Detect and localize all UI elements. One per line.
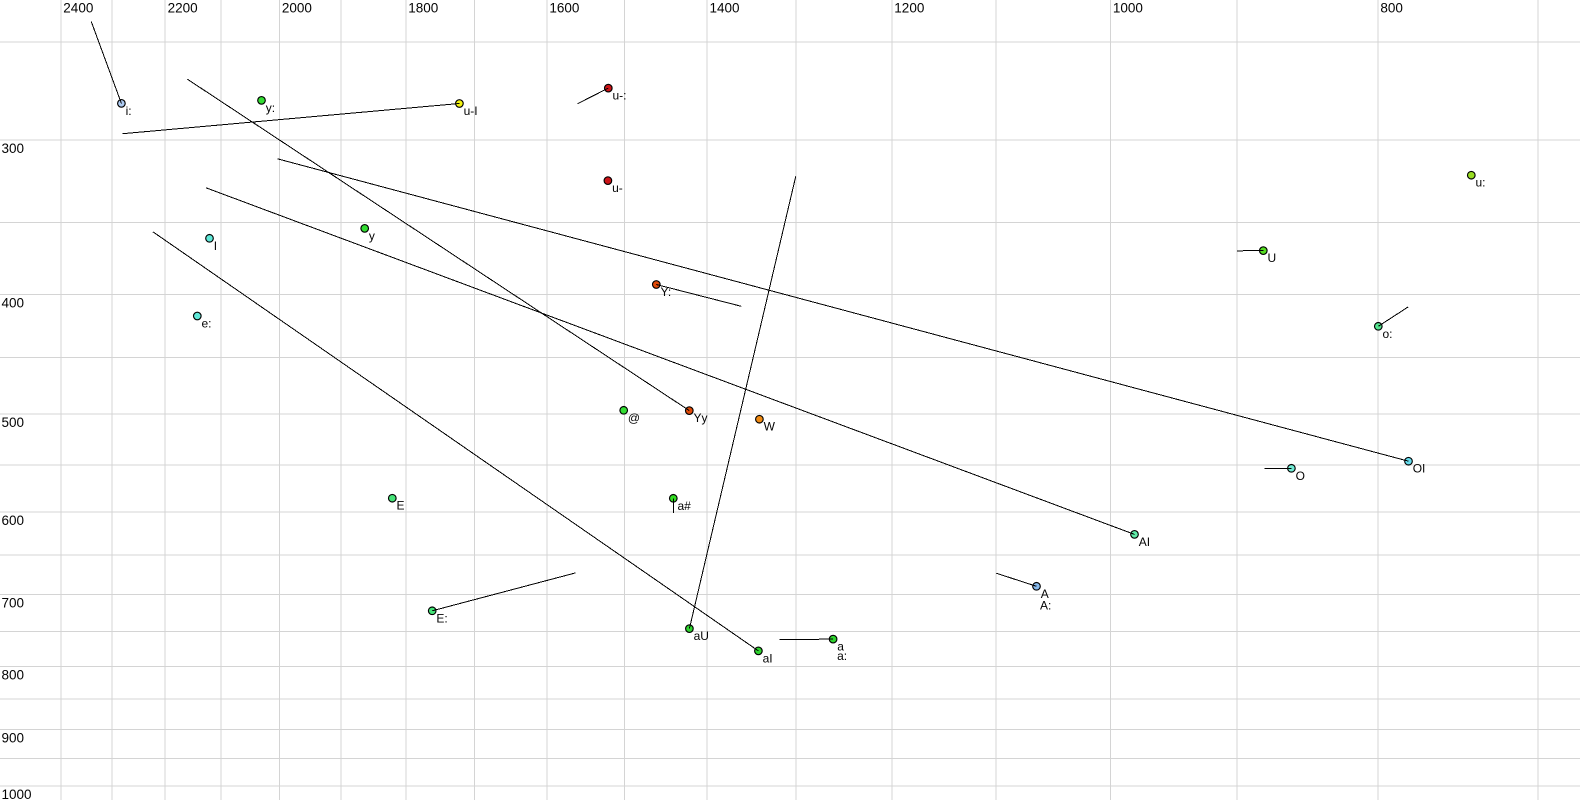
- svg-text:2200: 2200: [168, 1, 198, 16]
- svg-text:a: a: [837, 640, 844, 654]
- svg-text:u-I: u-I: [464, 104, 478, 118]
- svg-text:a#: a#: [678, 499, 692, 513]
- svg-text:1000: 1000: [1113, 1, 1143, 16]
- svg-text:y: y: [369, 229, 375, 243]
- svg-text:500: 500: [2, 415, 25, 430]
- svg-text:E: E: [397, 499, 405, 513]
- svg-text:Yy: Yy: [694, 411, 708, 425]
- svg-text:u:: u:: [1476, 176, 1486, 190]
- svg-text:900: 900: [2, 731, 25, 746]
- svg-text:a:: a:: [837, 649, 847, 663]
- svg-text:aI: aI: [763, 651, 773, 665]
- svg-text:800: 800: [1380, 1, 1403, 16]
- svg-text:e:: e:: [202, 317, 212, 331]
- svg-text:Y:: Y:: [661, 285, 672, 299]
- svg-text:1000: 1000: [2, 787, 32, 800]
- svg-text:600: 600: [2, 513, 25, 528]
- svg-text:E:: E:: [436, 611, 447, 625]
- svg-text:aU: aU: [694, 629, 709, 643]
- svg-text:O: O: [1296, 469, 1305, 483]
- svg-text:1800: 1800: [408, 1, 438, 16]
- svg-text:o:: o:: [1383, 327, 1393, 341]
- svg-text:u-:: u-:: [613, 89, 627, 103]
- svg-text:i:: i:: [126, 104, 132, 118]
- svg-text:OI: OI: [1413, 462, 1426, 476]
- svg-text:1600: 1600: [549, 1, 579, 16]
- svg-text:2400: 2400: [63, 1, 93, 16]
- svg-text:AI: AI: [1139, 535, 1150, 549]
- svg-text:400: 400: [2, 295, 25, 310]
- svg-text:I: I: [214, 239, 217, 253]
- svg-text:1200: 1200: [894, 1, 924, 16]
- svg-text:y:: y:: [266, 101, 275, 115]
- svg-text:A: A: [1041, 587, 1049, 601]
- svg-text:300: 300: [2, 141, 25, 156]
- svg-text:u-: u-: [612, 181, 623, 195]
- svg-text:A:: A:: [1040, 598, 1051, 612]
- svg-text:700: 700: [2, 596, 25, 611]
- svg-text:@: @: [628, 411, 640, 425]
- svg-text:2000: 2000: [282, 1, 312, 16]
- svg-text:1400: 1400: [710, 1, 740, 16]
- svg-text:W: W: [764, 420, 776, 434]
- svg-text:800: 800: [2, 667, 25, 682]
- svg-text:U: U: [1268, 251, 1277, 265]
